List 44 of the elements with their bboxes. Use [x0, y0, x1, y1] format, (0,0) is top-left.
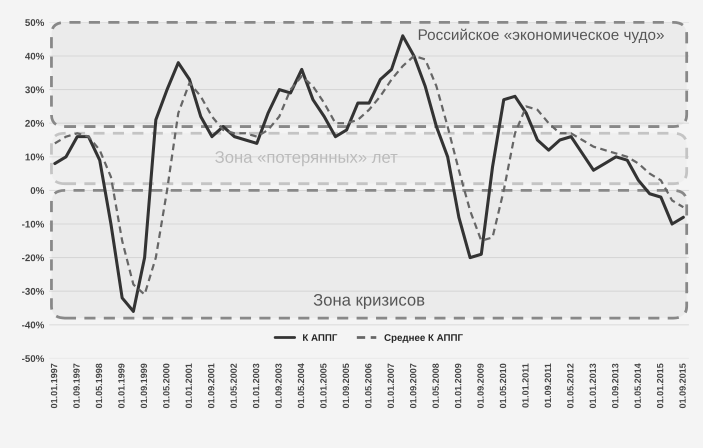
x-tick-label: 01.05.2012	[567, 364, 574, 408]
x-tick-label: 01.05.2008	[432, 364, 439, 408]
y-tick-label: 50%	[25, 19, 44, 26]
x-tick-label: 01.01.2009	[454, 364, 462, 408]
x-tick-label: 01.09.2007	[410, 364, 416, 408]
y-tick-label: -30%	[22, 288, 44, 295]
x-tick-label: 01.05.2000	[163, 364, 170, 408]
y-tick-label: 0%	[30, 187, 44, 194]
x-tick-label: 01.01.2005	[320, 364, 327, 408]
x-tick-label: 01.01.1999	[118, 364, 125, 408]
y-tick-label: 40%	[25, 52, 44, 60]
x-tick-label: 01.09.2015	[679, 364, 686, 408]
y-tick-label: -20%	[22, 254, 44, 262]
y-tick-label: -40%	[22, 322, 44, 328]
x-tick-label: 01.05.2014	[634, 363, 641, 408]
x-tick-label: 01.01.2007	[388, 364, 394, 408]
x-tick-label: 01.05.2010	[500, 364, 506, 408]
x-tick-label: 01.09.2001	[208, 364, 214, 408]
x-tick-label: 01.09.2011	[544, 364, 552, 408]
y-tick-label: 10%	[26, 154, 44, 160]
y-tick-label: -10%	[22, 220, 44, 228]
legend-label: Среднее К АППГ	[384, 334, 463, 343]
y-tick-label: 20%	[25, 120, 44, 127]
x-tick-label: 01.09.1999	[140, 364, 148, 408]
x-tick-label: 01.01.2003	[252, 364, 260, 408]
x-tick-label: 01.01.2001	[186, 364, 192, 408]
x-tick-label: 01.09.2003	[275, 364, 282, 408]
x-tick-label: 01.05.2004	[298, 363, 304, 408]
x-tick-label: 01.01.1997	[50, 364, 58, 408]
band-label: Российское «экономическое чудо»	[418, 28, 664, 44]
x-tick-label: 01.01.2015	[656, 364, 664, 408]
legend-label: К АППГ	[303, 334, 338, 341]
x-tick-label: 01.09.2009	[477, 364, 484, 408]
band-label: Зона кризисов	[314, 294, 424, 310]
y-tick-label: 30%	[25, 86, 44, 94]
x-tick-label: 01.09.2013	[612, 364, 618, 408]
y-tick-label: -50%	[22, 355, 44, 362]
x-tick-label: 01.09.1997	[73, 364, 80, 408]
x-tick-label: 01.09.2005	[342, 364, 350, 408]
x-tick-label: 01.05.2002	[230, 364, 237, 408]
x-tick-label: 01.01.2011	[522, 364, 529, 408]
x-tick-label: 01.05.1998	[96, 364, 102, 408]
x-tick-label: 01.05.2006	[365, 364, 372, 408]
x-tick-label: 01.01.2013	[590, 364, 596, 408]
